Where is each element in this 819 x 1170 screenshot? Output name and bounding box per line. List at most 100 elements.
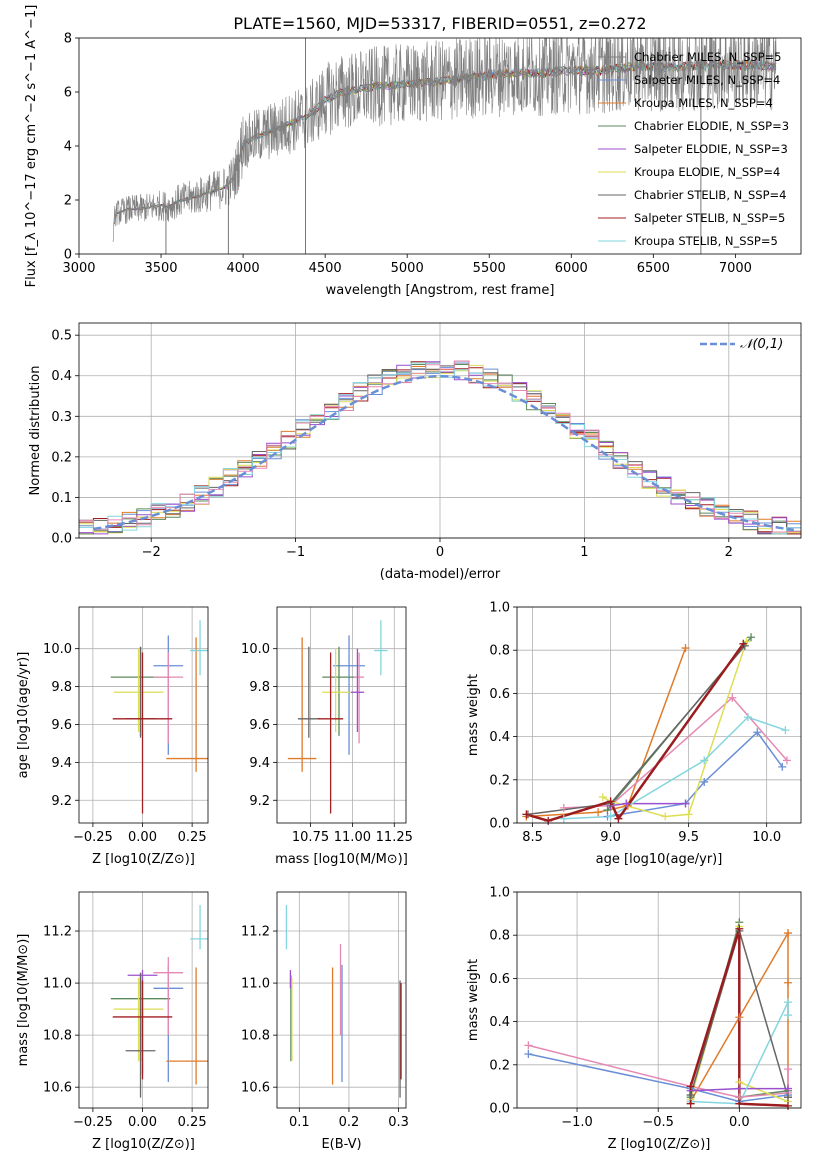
y-axis-label: mass weight [466,959,481,1041]
weight-marker [735,1084,744,1093]
weight-marker [784,998,793,1007]
figure-title: PLATE=1560, MJD=53317, FIBERID=0551, z=0… [233,14,646,33]
x-tick-label: 4000 [227,261,260,276]
weight-line [690,1001,789,1105]
legend-label: 𝒩(0,1) [740,337,783,352]
legend-label: Salpeter ELODIE, N_SSP=3 [634,142,788,156]
weight-marker [784,1084,793,1093]
weight-marker [782,756,791,765]
weight-marker [559,814,568,823]
y-tick-label: 10.6 [43,1081,72,1096]
legend-label: Kroupa MILES, N_SSP=4 [634,96,773,110]
plot-area-age-vs-Z [110,620,208,814]
x-axis-label: E(B-V) [321,1137,361,1152]
x-tick-label: −1 [286,545,305,560]
weight-marker [559,803,568,812]
axes-frame [516,891,802,1109]
weight-marker [739,639,748,648]
axes-frame [78,37,802,255]
weight-marker [681,799,690,808]
y-tick-label: 0.2 [51,450,72,465]
y-tick-label: 9.6 [51,718,72,733]
x-axis-label: wavelength [Angstrom, rest frame] [326,283,555,298]
y-axis-label: Flux [f_λ 10^−17 erg cm^−2 s^−1 A^−1] [24,5,39,288]
y-tick-label: 9.8 [51,680,72,695]
weight-marker [784,1011,793,1020]
normal-curve [93,374,794,532]
x-axis-label: (data-model)/error [380,567,501,582]
x-tick-label: −0.25 [73,1115,113,1130]
weight-marker [784,978,793,987]
y-tick-label: 1.0 [489,886,510,901]
x-tick-label: −0.25 [73,830,113,845]
y-tick-label: 9.6 [249,718,270,733]
axes-residuals: −2 −1 0 1 2 0.0 0.1 0.2 0.3 0.4 0.5 [51,323,801,560]
weight-marker [524,1050,533,1058]
y-tick-label: 10.0 [43,642,72,657]
x-tick-label: −1.0 [561,1115,593,1130]
y-tick-label: 11.2 [241,925,270,940]
axes-age-vs-Z: −0.25 0.00 0.25 9.2 9.4 9.6 9.8 10.0 [43,607,208,845]
legend-label: Chabrier MILES, N_SSP=5 [634,50,781,64]
weight-marker [681,644,690,653]
axes-weight-vs-age: 8.5 9.0 9.5 10.0 0.0 0.2 0.4 0.6 0.8 1.0 [489,601,801,845]
weight-marker [735,1013,744,1022]
y-tick-label: 9.8 [249,680,270,695]
x-tick-label: 0.0 [729,1115,750,1130]
weight-marker [700,777,709,786]
weight-marker [598,793,607,802]
plot-area-residuals [79,360,801,535]
x-tick-label: −0.5 [642,1115,674,1130]
weight-marker [735,1099,744,1108]
data-spectrum [112,38,777,242]
y-axis-label: age [log10(age/yr)] [16,652,31,779]
weight-line [563,696,788,809]
x-tick-label: 10.75 [292,830,329,845]
weight-marker [700,756,709,765]
axes-spectrum: 3000 3500 4000 4500 5000 5500 6000 6500 7000 0 2 4 6… [62,32,751,277]
weight-line [527,645,746,816]
plot-area-mass-vs-EBV [285,905,402,1098]
x-axis-label: Z [log10(Z/Z⊙)] [608,1137,711,1152]
x-tick-label: −2 [142,545,161,560]
y-tick-label: 0.2 [489,773,510,788]
weight-marker [522,810,531,819]
x-tick-label: 2 [725,545,733,560]
x-tick-label: 0.25 [178,830,207,845]
weight-line [526,642,745,823]
y-tick-label: 11.0 [43,977,72,992]
weight-line [526,647,687,818]
axes-frame [78,606,209,824]
axes-weight-vs-Z: −1.0 −0.5 0.0 0.0 0.2 0.4 0.6 0.8 1.0 [489,886,801,1130]
weight-marker [778,762,787,771]
legend-label: Kroupa ELODIE, N_SSP=4 [634,165,780,179]
histogram-series [79,360,801,533]
weight-marker [747,633,756,642]
x-axis-label: age [log10(age/yr)] [596,852,723,867]
y-tick-label: 9.2 [249,794,270,809]
x-tick-label: 0.00 [128,1115,157,1130]
y-tick-label: 2 [64,194,72,209]
x-tick-label: 9.0 [600,830,621,845]
y-tick-label: 0.3 [51,410,72,425]
legend-label: Chabrier ELODIE, N_SSP=3 [634,119,789,133]
y-axis-label: Normed distribution [28,366,43,496]
x-tick-label: 6500 [637,261,670,276]
y-tick-label: 0.8 [489,929,510,944]
y-tick-label: 11.0 [241,977,270,992]
y-tick-label: 10.0 [241,642,270,657]
weight-marker [735,924,744,933]
weight-marker [784,1065,793,1074]
axes-frame [78,891,209,1109]
plot-area-weight-vs-age [526,636,788,823]
y-tick-label: 4 [64,140,72,155]
weight-marker [684,810,693,819]
axes-frame [276,891,407,1109]
legend-label: Kroupa STELIB, N_SSP=5 [634,234,778,248]
y-tick-label: 9.4 [249,756,270,771]
weight-marker [743,713,752,722]
x-tick-label: 6000 [555,261,588,276]
weight-marker [686,1099,695,1108]
axes-age-vs-mass: 10.75 11.00 11.25 9.2 9.4 9.6 9.8 10.0 [241,607,413,845]
